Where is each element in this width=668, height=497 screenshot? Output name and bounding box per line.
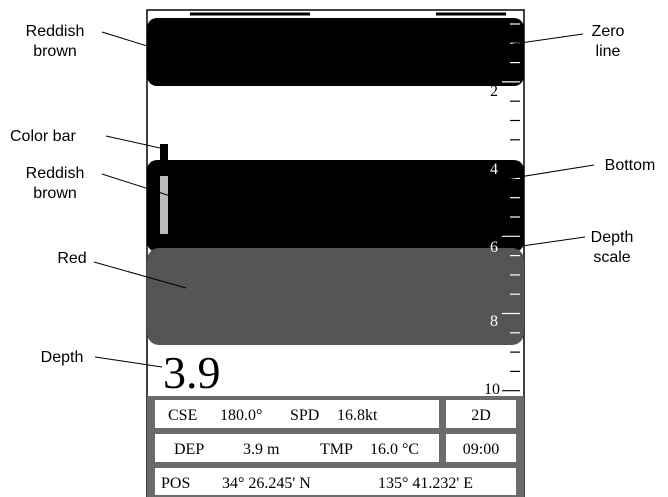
callout-label: Bottom — [605, 157, 656, 174]
pos-lat: 34° 26.245' N — [222, 475, 311, 492]
dep-label: DEP — [174, 441, 204, 458]
mode: 2D — [471, 407, 491, 424]
callout-label: scale — [593, 249, 630, 266]
spd-value: 16.8kt — [337, 407, 378, 424]
callout-label: Depth — [41, 349, 84, 366]
color-bar — [160, 144, 168, 176]
cse-value: 180.0° — [220, 407, 262, 424]
depth-readout: 3.9 — [163, 347, 221, 398]
callout-label: Zero — [592, 23, 625, 40]
callout-label: Color bar — [10, 128, 76, 145]
depth-scale-label: 8 — [490, 313, 498, 330]
cse-label: CSE — [168, 407, 197, 424]
callout-label: line — [596, 43, 621, 60]
depth-scale-label: 10 — [484, 381, 500, 398]
dep-value: 3.9 m — [243, 441, 280, 458]
echo-band-red — [147, 248, 524, 345]
echo-sounder-diagram: 2 4 6 8 10 3.9 CSE 180.0° SPD 16.8kt 2D … — [0, 0, 668, 497]
callout-label: brown — [33, 43, 77, 60]
echo-band-bottom — [147, 160, 524, 252]
callout-label: brown — [33, 185, 77, 202]
callout-label: Red — [57, 250, 86, 267]
leader-line — [522, 237, 585, 246]
pos-label: POS — [161, 475, 190, 492]
tmp-label: TMP — [320, 441, 353, 458]
callout-label: Reddish — [26, 23, 85, 40]
depth-scale-label: 6 — [490, 239, 498, 256]
depth-scale-label: 2 — [490, 83, 498, 100]
callout-label: Reddish — [26, 165, 85, 182]
time: 09:00 — [463, 441, 499, 458]
spd-label: SPD — [290, 407, 319, 424]
depth-scale-label: 4 — [490, 161, 498, 178]
tmp-value: 16.0 °C — [370, 441, 419, 458]
echo-band-top — [147, 18, 524, 86]
color-bar — [160, 176, 168, 234]
pos-lon: 135° 41.232' E — [378, 475, 473, 492]
callout-label: Depth — [591, 229, 634, 246]
